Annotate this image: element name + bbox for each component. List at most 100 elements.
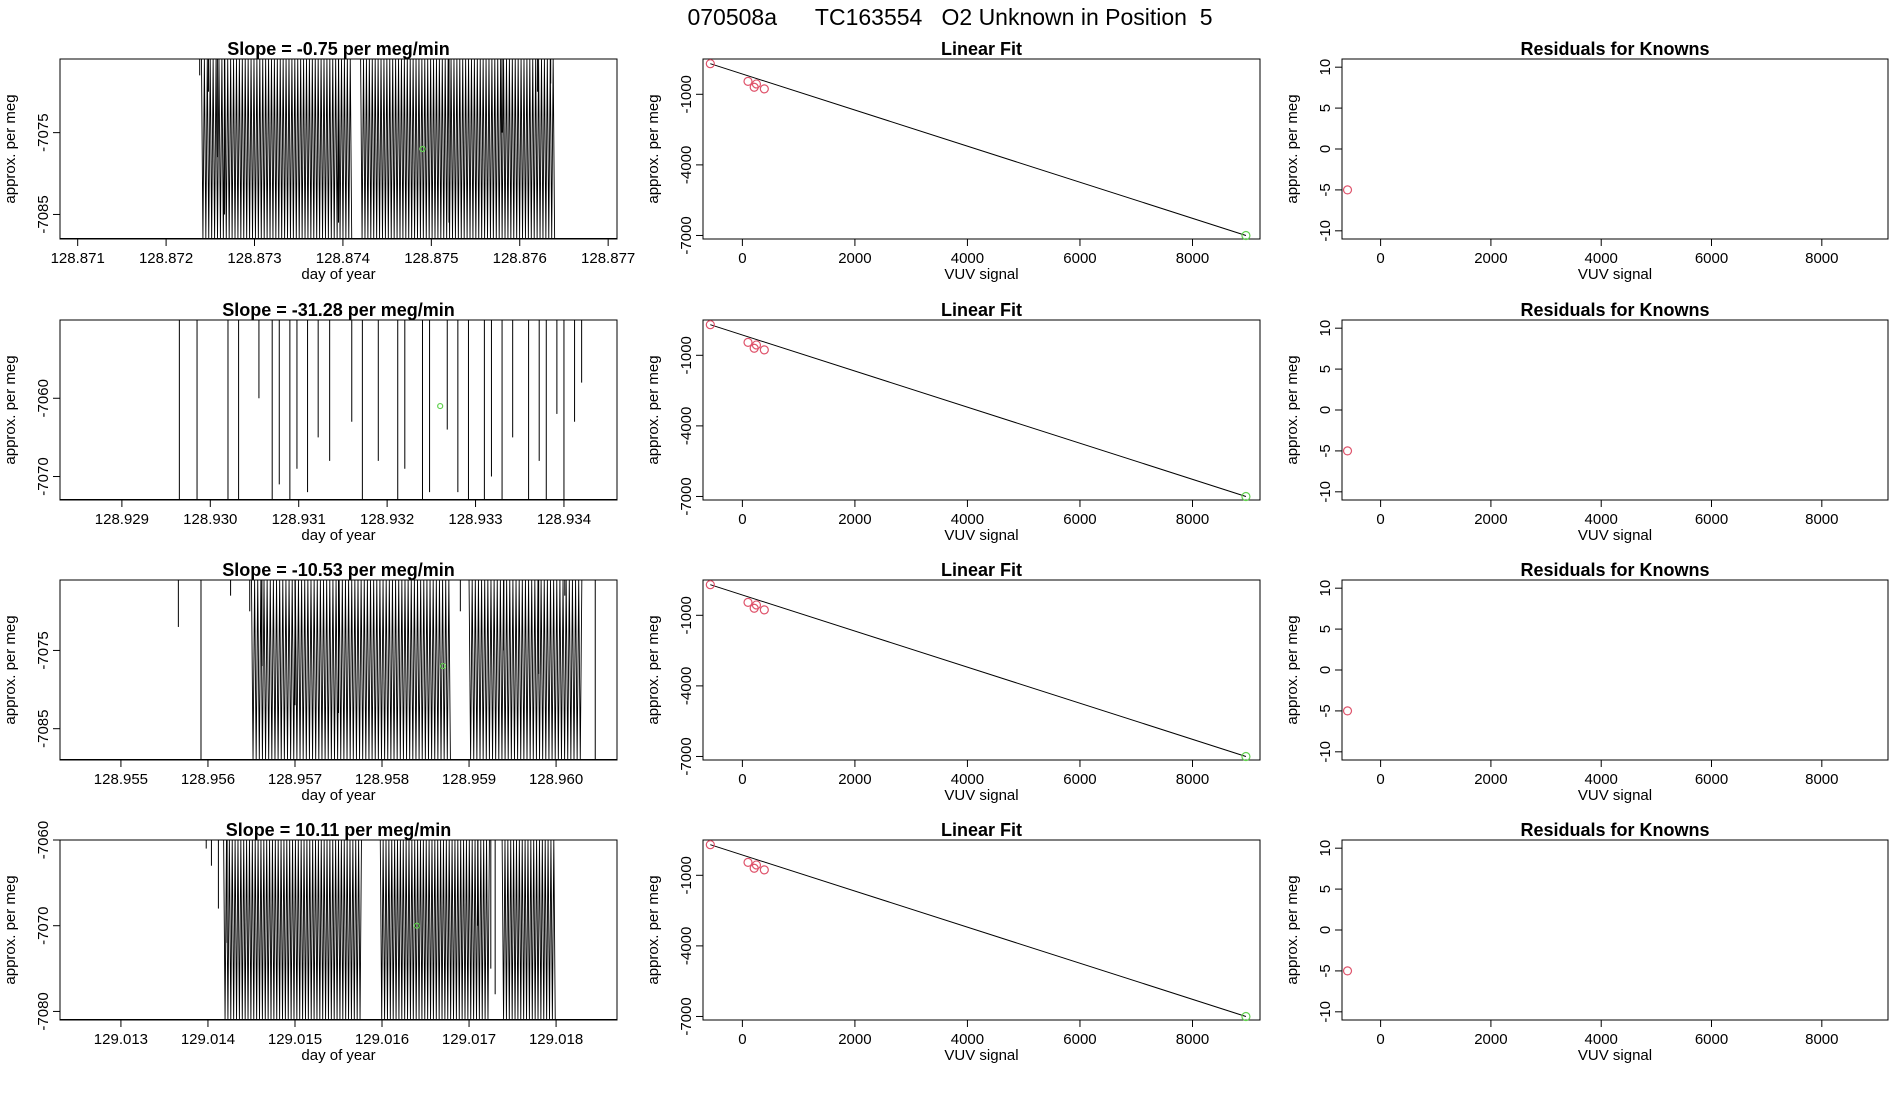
unknown-point: [1241, 230, 1251, 241]
panel-title: Slope = 10.11 per meg/min: [226, 820, 452, 840]
plot-frame: [1341, 579, 1889, 761]
x-tick-label: 2000: [1474, 771, 1507, 788]
y-tick-label: -5: [1317, 183, 1334, 196]
plot-frame: [59, 319, 618, 501]
x-tick-label: 2000: [838, 1031, 871, 1048]
y-tick-label: -7000: [678, 216, 695, 254]
y-tick-label: -7085: [35, 710, 52, 748]
y-tick-label: -5: [1317, 704, 1334, 717]
trace-group: [60, 59, 617, 239]
trace-segment: [223, 840, 362, 1020]
x-tick-label: 2000: [1474, 1031, 1507, 1048]
linear-fit-panel: Linear Fit 0 2000 4000 6000 8000 -7000 -4000 -10…: [645, 820, 1261, 1064]
y-tick-label: 10: [1317, 840, 1334, 857]
x-axis-label: VUV signal: [944, 1047, 1018, 1064]
x-tick-label: 2000: [1474, 511, 1507, 528]
known-point: [759, 345, 769, 355]
panel-title: Linear Fit: [941, 820, 1022, 840]
x-tick-label: 129.013: [94, 1031, 148, 1048]
panel-title: Slope = -0.75 per meg/min: [227, 39, 450, 59]
unknown-point: [413, 922, 420, 929]
y-axis-label: approx. per meg: [1284, 94, 1301, 203]
y-tick-label: -4000: [678, 667, 695, 705]
unknown-point: [437, 402, 444, 410]
y-axis-label: approx. per meg: [645, 94, 662, 203]
unknown-point: [419, 145, 426, 153]
plot-frame: [1341, 839, 1889, 1021]
residual-point: [1342, 966, 1353, 976]
x-tick-label: 6000: [1695, 250, 1728, 267]
residuals-panel: Residuals for Knowns 0 2000 4000 6000 8000 -10…: [1284, 300, 1889, 544]
known-point: [705, 840, 715, 850]
x-tick-label: 8000: [1176, 511, 1209, 528]
x-axis-label: VUV signal: [944, 787, 1018, 804]
panel-title: Residuals for Knowns: [1520, 300, 1709, 320]
known-point: [751, 860, 762, 870]
x-axis-label: day of year: [301, 1047, 375, 1064]
x-tick-label: 4000: [951, 1031, 984, 1048]
x-axis-label: VUV signal: [944, 266, 1018, 283]
trace-segment: [501, 840, 556, 1020]
y-axis-label: approx. per meg: [1284, 875, 1301, 984]
x-axis-label: VUV signal: [1578, 1047, 1652, 1064]
x-tick-label: 128.959: [442, 771, 496, 788]
panel-title: Slope = -10.53 per meg/min: [222, 560, 455, 580]
x-tick-label: 8000: [1805, 771, 1838, 788]
y-tick-label: -7075: [35, 113, 52, 151]
x-tick-label: 128.874: [316, 250, 370, 267]
x-tick-label: 2000: [838, 511, 871, 528]
y-tick-label: -1000: [678, 336, 695, 374]
x-tick-label: 128.958: [355, 771, 409, 788]
timeseries-panel: Slope = -10.53 per meg/min 128.955 128.956…: [2, 560, 618, 804]
y-tick-label: 0: [1317, 666, 1334, 674]
y-tick-label: -1000: [678, 856, 695, 894]
known-point: [705, 320, 715, 330]
x-tick-label: 128.934: [537, 511, 591, 528]
residual-point: [1342, 185, 1353, 195]
x-axis-label: VUV signal: [1578, 787, 1652, 804]
x-tick-label: 129.017: [442, 1031, 496, 1048]
trace-group: [60, 840, 617, 1020]
x-tick-label: 128.933: [448, 511, 502, 528]
known-point: [759, 865, 769, 875]
x-tick-label: 128.931: [272, 511, 326, 528]
y-tick-label: 5: [1317, 885, 1334, 893]
linear-fit-panel: Linear Fit 0 2000 4000 6000 8000 -7000 -4000 -10…: [645, 560, 1261, 804]
unknown-point: [1241, 751, 1251, 762]
x-tick-label: 4000: [951, 771, 984, 788]
x-tick-label: 4000: [1585, 1031, 1618, 1048]
trace-segment: [201, 59, 353, 239]
x-tick-label: 0: [1376, 511, 1384, 528]
fit-line: [710, 324, 1247, 497]
x-tick-label: 0: [738, 1031, 746, 1048]
y-tick-label: 5: [1317, 625, 1334, 633]
y-tick-label: -7000: [678, 997, 695, 1035]
panel-title: Linear Fit: [941, 39, 1022, 59]
y-axis-label: approx. per meg: [2, 355, 19, 464]
x-tick-label: 4000: [951, 250, 984, 267]
x-tick-label: 8000: [1805, 1031, 1838, 1048]
known-point: [759, 84, 769, 94]
x-tick-label: 6000: [1063, 771, 1096, 788]
y-axis-label: approx. per meg: [645, 355, 662, 464]
unknown-point: [1241, 491, 1251, 502]
x-tick-label: 4000: [1585, 511, 1618, 528]
plot-frame: [702, 839, 1261, 1021]
x-tick-label: 2000: [1474, 250, 1507, 267]
x-axis-label: VUV signal: [1578, 266, 1652, 283]
x-tick-label: 4000: [1585, 771, 1618, 788]
x-tick-label: 6000: [1695, 771, 1728, 788]
x-tick-label: 6000: [1695, 511, 1728, 528]
y-tick-label: -10: [1317, 481, 1334, 503]
x-axis-label: day of year: [301, 527, 375, 544]
x-tick-label: 128.955: [94, 771, 148, 788]
x-tick-label: 8000: [1805, 250, 1838, 267]
y-tick-label: -10: [1317, 1001, 1334, 1023]
fit-line: [710, 584, 1247, 757]
x-tick-label: 0: [1376, 771, 1384, 788]
plot-frame: [702, 579, 1261, 761]
x-tick-label: 4000: [951, 511, 984, 528]
x-axis-label: VUV signal: [1578, 527, 1652, 544]
y-tick-label: -7060: [35, 821, 52, 859]
x-tick-label: 129.016: [355, 1031, 409, 1048]
